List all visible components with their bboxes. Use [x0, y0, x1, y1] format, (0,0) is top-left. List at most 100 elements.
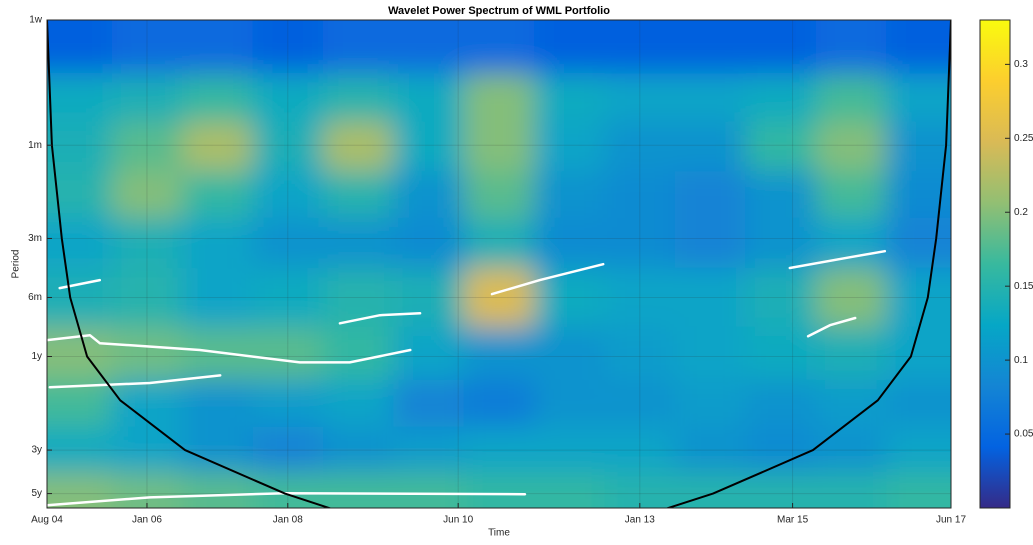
heat-cell	[815, 73, 887, 123]
heat-cell	[252, 73, 324, 123]
heat-cell	[182, 326, 254, 381]
x-tick-label: Jan 13	[625, 515, 655, 526]
heat-cell	[322, 471, 394, 508]
heat-cell	[745, 171, 817, 219]
heat-cell	[675, 471, 746, 508]
heat-cell	[393, 217, 465, 269]
y-tick-label: 5y	[31, 488, 42, 499]
colorbar-tick-label: 0.3	[1014, 59, 1028, 70]
heat-cell	[745, 121, 817, 172]
heat-cell	[604, 171, 676, 219]
heat-cell	[604, 379, 676, 428]
heat-cell	[322, 379, 394, 428]
heat-cell	[252, 20, 324, 74]
heat-cell	[534, 379, 606, 428]
heat-cell	[675, 171, 746, 219]
x-tick-label: Aug 04	[31, 515, 63, 526]
heat-cell	[604, 267, 676, 328]
heat-cell	[745, 20, 817, 74]
heat-cell	[393, 326, 465, 381]
heat-cell	[886, 426, 951, 473]
heat-cell	[393, 267, 465, 328]
heat-cell	[182, 267, 254, 328]
heat-cell	[534, 171, 606, 219]
heat-cell	[745, 471, 817, 508]
heat-cell	[111, 426, 183, 473]
heat-cell	[47, 326, 113, 381]
heat-cell	[675, 121, 746, 172]
heat-cell	[604, 326, 676, 381]
heat-cell	[111, 217, 183, 269]
y-tick-label: 3m	[28, 233, 42, 244]
y-tick-label: 3y	[31, 445, 42, 456]
colorbar-tick-label: 0.25	[1014, 133, 1033, 144]
heat-cell	[393, 379, 465, 428]
heat-cell	[322, 426, 394, 473]
heat-cell	[886, 471, 951, 508]
heat-cell	[252, 267, 324, 328]
heat-cell	[111, 20, 183, 74]
heat-cell	[463, 326, 535, 381]
heat-cell	[393, 121, 465, 172]
x-tick-label: Jun 17	[936, 515, 966, 526]
heat-cell	[393, 20, 465, 74]
heat-cell	[252, 121, 324, 172]
heat-cell	[745, 73, 817, 123]
heat-cell	[111, 471, 183, 508]
heat-cell	[47, 73, 113, 123]
heat-cell	[47, 217, 113, 269]
significance-contour	[788, 249, 887, 270]
heat-cell	[745, 379, 817, 428]
colorbar-tick-label: 0.2	[1014, 207, 1028, 218]
heat-cell	[815, 326, 887, 381]
heat-cell	[182, 426, 254, 473]
heat-cell	[534, 471, 606, 508]
heatmap-cells	[47, 20, 951, 508]
heat-cell	[322, 171, 394, 219]
heat-cell	[534, 217, 606, 269]
y-tick-label: 6m	[28, 292, 42, 303]
heat-cell	[182, 217, 254, 269]
heat-cell	[111, 326, 183, 381]
heat-cell	[745, 426, 817, 473]
y-tick-label: 1y	[31, 351, 42, 362]
heat-cell	[604, 426, 676, 473]
heat-cell	[675, 73, 746, 123]
heat-cell	[534, 426, 606, 473]
heat-cell	[463, 267, 535, 328]
heat-cell	[252, 426, 324, 473]
overlay	[47, 20, 951, 508]
heat-cell	[182, 121, 254, 172]
significance-contour	[806, 316, 857, 338]
heat-cell	[534, 20, 606, 74]
heat-cell	[111, 121, 183, 172]
heat-cell	[745, 267, 817, 328]
heat-cell	[182, 471, 254, 508]
heat-cell	[322, 20, 394, 74]
y-axis-label: Period	[11, 250, 22, 279]
heat-cell	[675, 326, 746, 381]
heat-cell	[322, 326, 394, 381]
y-tick-label: 1w	[29, 15, 43, 26]
x-tick-label: Jan 08	[273, 515, 303, 526]
heat-cell	[463, 73, 535, 123]
significance-contour	[338, 312, 422, 325]
heat-cell	[252, 326, 324, 381]
colorbar	[979, 19, 1011, 509]
heat-cell	[745, 217, 817, 269]
significance-contour	[490, 262, 605, 296]
x-tick-label: Jun 10	[443, 515, 473, 526]
heat-cell	[675, 379, 746, 428]
heat-cell	[604, 73, 676, 123]
significance-contour	[47, 491, 527, 507]
heat-cell	[675, 267, 746, 328]
heat-cell	[675, 426, 746, 473]
heat-cell	[322, 267, 394, 328]
heat-cell	[252, 379, 324, 428]
heat-cell	[604, 217, 676, 269]
heat-cell	[886, 217, 951, 269]
heat-cell	[463, 20, 535, 74]
heat-cell	[47, 267, 113, 328]
heat-cell	[815, 171, 887, 219]
